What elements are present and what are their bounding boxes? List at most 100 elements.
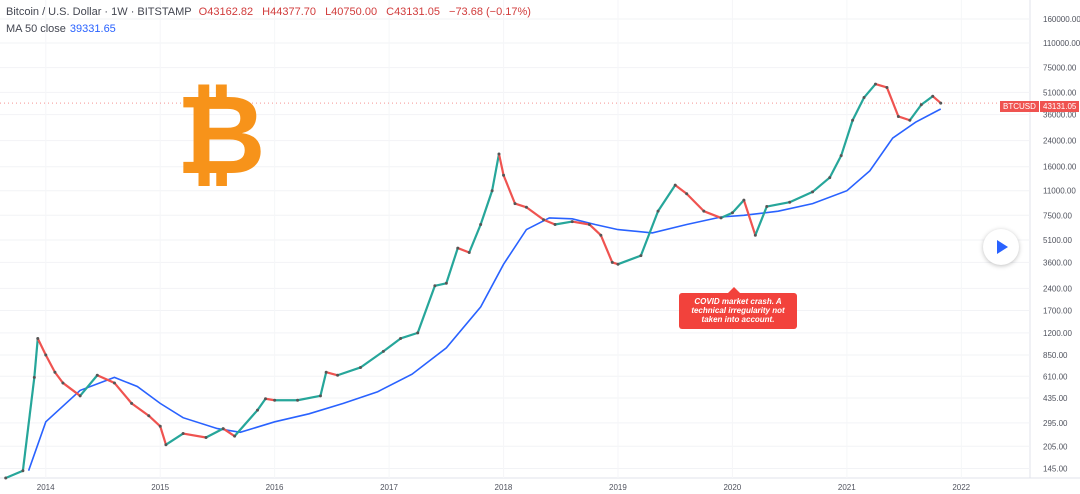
price-point [616, 262, 620, 266]
indicator-label: MA 50 close [6, 23, 66, 35]
price-point [851, 118, 855, 122]
y-tick-label: 2400.00 [1043, 284, 1072, 293]
y-tick-label: 160000.00 [1043, 15, 1080, 24]
price-point [78, 394, 82, 398]
price-segment [182, 432, 207, 439]
price-point [273, 398, 277, 402]
close-value: C43131.05 [386, 6, 440, 18]
price-segment [525, 206, 545, 221]
price-segment [359, 350, 385, 369]
y-tick-label: 110000.00 [1043, 39, 1080, 48]
price-point [467, 251, 471, 255]
price-point [44, 353, 48, 357]
price-segment [165, 432, 184, 446]
price-point [874, 82, 877, 86]
price-segment [468, 224, 482, 253]
y-tick-label: 295.00 [1043, 419, 1068, 428]
price-point [788, 200, 792, 204]
price-segment [491, 153, 501, 191]
price-point [587, 222, 591, 226]
price-segment [265, 397, 275, 402]
price-segment [497, 153, 505, 176]
price-segment [33, 338, 39, 378]
price-segment [5, 469, 24, 480]
y-tick-label: 11000.00 [1043, 187, 1076, 196]
price-point [112, 381, 116, 385]
price-point [399, 336, 403, 340]
price-segment [898, 115, 911, 122]
price-segment [920, 95, 934, 106]
low-value: L40750.00 [325, 6, 378, 18]
price-point [164, 443, 168, 447]
x-tick-label: 2021 [838, 483, 856, 492]
price-segment [932, 95, 942, 104]
price-point [639, 254, 643, 258]
price-segment [479, 190, 494, 225]
price-segment [789, 190, 814, 204]
y-tick-label: 1200.00 [1043, 329, 1072, 338]
price-segment [657, 184, 677, 212]
symbol-label: Bitcoin / U.S. Dollar · 1W · BITSTAMP [6, 6, 192, 18]
y-tick-label: 24000.00 [1043, 137, 1077, 146]
covid-annotation: COVID market crash. A technical irregula… [679, 287, 797, 329]
price-segment [703, 210, 722, 219]
price-segment [875, 83, 888, 89]
indicator-value: 39331.65 [69, 23, 116, 35]
price-point [256, 408, 259, 412]
price-segment [319, 371, 328, 397]
price-segment [96, 374, 115, 384]
x-tick-label: 2015 [151, 483, 169, 492]
price-point [444, 281, 448, 285]
price-segment [148, 414, 161, 428]
price-point [264, 397, 268, 401]
price-point [753, 233, 757, 237]
y-tick-label: 16000.00 [1043, 163, 1077, 172]
price-point [4, 476, 8, 480]
price-point [336, 373, 340, 377]
x-tick-label: 2022 [952, 483, 970, 492]
x-tick-label: 2014 [37, 483, 55, 492]
y-tick-label: 5100.00 [1043, 236, 1072, 245]
price-point [147, 414, 151, 418]
price-point [828, 176, 832, 180]
price-segment [400, 331, 419, 340]
price-point [553, 222, 557, 226]
price-segment [754, 206, 768, 236]
price-point [479, 222, 483, 226]
price-point [296, 398, 300, 402]
price-segment [766, 201, 790, 208]
price-point [490, 189, 494, 193]
y-tick-label: 7500.00 [1043, 211, 1072, 220]
price-segment [863, 83, 877, 99]
price-segment [36, 337, 47, 356]
price-tag-value: 43131.05 [1040, 101, 1080, 112]
price-point [908, 118, 912, 122]
x-tick-label: 2016 [266, 483, 284, 492]
bitcoin-logo-icon: ₿ [176, 71, 266, 199]
price-segment [222, 427, 236, 438]
indicator-legend[interactable]: MA 50 close 39331.65 [6, 23, 116, 35]
price-segment [233, 409, 259, 437]
price-point [839, 154, 843, 158]
price-segment [297, 394, 321, 402]
price-point [95, 373, 99, 377]
price-segment [543, 218, 556, 226]
price-segment [445, 247, 459, 284]
open-value: O43162.82 [198, 6, 254, 18]
price-point [513, 202, 517, 206]
price-segment [256, 398, 267, 411]
price-point [939, 101, 943, 105]
price-segment [588, 223, 602, 237]
price-segment [840, 119, 854, 157]
chart-header: Bitcoin / U.S. Dollar · 1W · BITSTAMP O4… [6, 6, 537, 18]
price-point [318, 394, 322, 398]
price-segment [514, 202, 527, 209]
price-segment [811, 176, 831, 193]
price-point [656, 209, 660, 213]
price-segment [908, 104, 923, 121]
play-button[interactable] [983, 229, 1019, 265]
y-tick-label: 145.00 [1043, 464, 1068, 473]
price-segment [54, 371, 64, 384]
price-point [21, 469, 25, 473]
